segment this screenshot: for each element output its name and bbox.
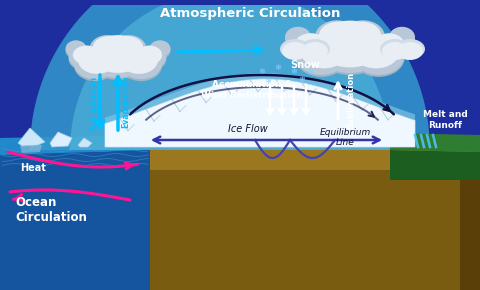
Ellipse shape	[353, 38, 405, 77]
Ellipse shape	[120, 47, 158, 74]
Ellipse shape	[137, 46, 162, 64]
Ellipse shape	[149, 42, 170, 59]
Ellipse shape	[341, 20, 385, 54]
Ellipse shape	[313, 21, 386, 73]
Ellipse shape	[295, 36, 348, 75]
Text: Atmospheric Circulation: Atmospheric Circulation	[160, 7, 340, 20]
Ellipse shape	[316, 21, 384, 67]
Ellipse shape	[285, 29, 311, 50]
Ellipse shape	[294, 33, 328, 57]
Polygon shape	[18, 128, 45, 146]
Ellipse shape	[280, 39, 310, 59]
Text: Ocean
Circulation: Ocean Circulation	[15, 196, 87, 224]
Ellipse shape	[149, 40, 170, 57]
Ellipse shape	[285, 27, 311, 48]
Ellipse shape	[382, 42, 408, 60]
Ellipse shape	[313, 23, 386, 75]
Polygon shape	[390, 133, 480, 152]
Polygon shape	[0, 170, 480, 290]
Text: ❄: ❄	[259, 68, 265, 77]
Text: Melt and
Runoff: Melt and Runoff	[422, 110, 468, 130]
Text: ❄: ❄	[264, 77, 272, 86]
Ellipse shape	[89, 36, 147, 78]
Ellipse shape	[353, 35, 399, 68]
Ellipse shape	[93, 36, 124, 59]
Polygon shape	[50, 132, 72, 147]
Text: Accumulation &
Wind Redistribution: Accumulation & Wind Redistribution	[201, 80, 303, 100]
Text: ❄: ❄	[275, 64, 281, 72]
Ellipse shape	[342, 21, 381, 50]
Text: Heat: Heat	[20, 163, 46, 173]
Ellipse shape	[74, 50, 116, 81]
Ellipse shape	[315, 20, 359, 54]
Polygon shape	[0, 5, 440, 150]
Ellipse shape	[300, 35, 348, 68]
Ellipse shape	[389, 27, 415, 48]
Ellipse shape	[282, 42, 308, 60]
Ellipse shape	[353, 36, 405, 75]
Text: ❄: ❄	[290, 66, 298, 75]
Ellipse shape	[73, 46, 100, 64]
Ellipse shape	[89, 38, 147, 80]
Ellipse shape	[373, 33, 405, 57]
Ellipse shape	[69, 46, 100, 69]
Polygon shape	[460, 145, 480, 290]
Ellipse shape	[389, 29, 415, 50]
Text: Equilibrium
Line: Equilibrium Line	[319, 128, 371, 147]
Ellipse shape	[78, 47, 116, 74]
Polygon shape	[105, 79, 415, 147]
Ellipse shape	[373, 35, 410, 64]
Polygon shape	[0, 5, 440, 150]
Ellipse shape	[289, 33, 328, 62]
Ellipse shape	[395, 39, 425, 59]
Ellipse shape	[65, 40, 86, 57]
Polygon shape	[0, 145, 150, 290]
Polygon shape	[20, 145, 42, 153]
Ellipse shape	[341, 22, 385, 56]
Polygon shape	[0, 135, 150, 155]
Ellipse shape	[300, 39, 330, 59]
Ellipse shape	[65, 42, 86, 59]
Ellipse shape	[319, 21, 358, 50]
Ellipse shape	[380, 39, 410, 59]
Ellipse shape	[120, 50, 162, 81]
Ellipse shape	[295, 38, 348, 77]
Text: Snow: Snow	[290, 60, 320, 70]
Ellipse shape	[90, 37, 125, 64]
Text: Ice Flow: Ice Flow	[228, 124, 268, 134]
Ellipse shape	[397, 42, 423, 60]
Ellipse shape	[137, 46, 166, 69]
Ellipse shape	[137, 48, 166, 71]
Text: Evaporation: Evaporation	[121, 76, 131, 128]
Ellipse shape	[315, 22, 359, 56]
Ellipse shape	[111, 37, 146, 64]
Polygon shape	[78, 138, 92, 147]
Ellipse shape	[289, 35, 328, 64]
Text: ❄: ❄	[307, 68, 313, 77]
Ellipse shape	[90, 35, 125, 62]
Text: ❄: ❄	[299, 75, 305, 84]
Polygon shape	[390, 150, 480, 180]
Ellipse shape	[112, 36, 143, 59]
Ellipse shape	[120, 48, 162, 79]
Polygon shape	[105, 73, 415, 124]
Text: Precipitation: Precipitation	[89, 76, 98, 132]
Text: Sublimation: Sublimation	[346, 71, 355, 128]
Ellipse shape	[111, 35, 146, 62]
Ellipse shape	[91, 35, 145, 73]
Ellipse shape	[74, 48, 116, 79]
Polygon shape	[120, 145, 480, 170]
Ellipse shape	[69, 48, 100, 71]
Ellipse shape	[302, 42, 328, 60]
Ellipse shape	[373, 33, 410, 62]
